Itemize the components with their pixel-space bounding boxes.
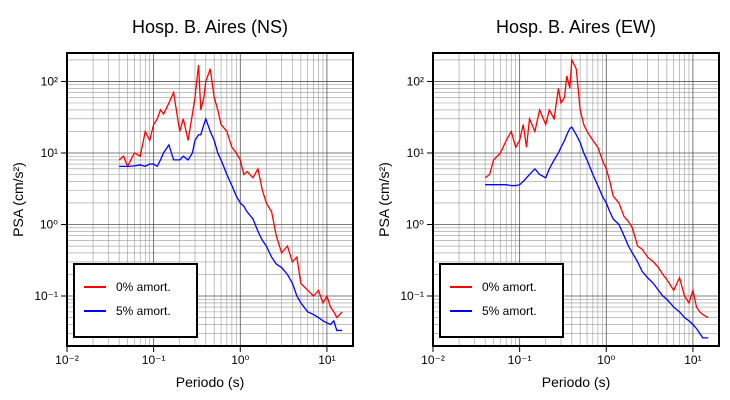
y-axis-label: PSA (cm/s²) [376, 162, 392, 237]
chart-panel: Hosp. B. Aires (NS) 10⁻² 10⁻¹ 10⁰ 10¹ 10⁻¹ 10⁰… [10, 17, 354, 390]
plot-frame [432, 52, 720, 347]
chart-title: Hosp. B. Aires (NS) [132, 17, 288, 37]
y-tick-label: 10⁰ [406, 217, 424, 231]
legend-box [73, 263, 198, 338]
y-axis-label: PSA (cm/s²) [10, 162, 26, 237]
y-tick-label: 10¹ [41, 146, 58, 160]
y-tick-label: 10² [407, 74, 424, 88]
x-tick-label: 10⁻¹ [142, 353, 166, 367]
legend-label: 5% amort. [482, 304, 537, 318]
legend-label: 5% amort. [116, 304, 171, 318]
x-axis-label: Periodo (s) [542, 374, 610, 390]
y-tick-label: 10⁻¹ [34, 289, 58, 303]
y-tick-label: 10⁻¹ [400, 289, 424, 303]
x-tick-label: 10⁻¹ [508, 353, 532, 367]
x-tick-label: 10¹ [318, 353, 335, 367]
chart-panel: Hosp. B. Aires (EW) 10⁻² 10⁻¹ 10⁰ 10¹ 10⁻¹ 10⁰… [376, 17, 720, 390]
x-tick-label: 10⁻² [421, 353, 445, 367]
legend-box [439, 263, 564, 338]
data-line [118, 64, 343, 319]
data-line [119, 116, 343, 332]
x-tick-label: 10⁰ [231, 353, 249, 367]
x-tick-label: 10⁰ [597, 353, 615, 367]
x-tick-label: 10¹ [684, 353, 701, 367]
x-tick-label: 10⁻² [55, 353, 79, 367]
data-line [484, 57, 709, 319]
y-tick-label: 10² [41, 74, 58, 88]
y-tick-label: 10¹ [407, 146, 424, 160]
plot-frame [66, 52, 354, 347]
y-tick-label: 10⁰ [40, 217, 58, 231]
legend-label: 0% amort. [116, 280, 171, 294]
legend-label: 0% amort. [482, 280, 537, 294]
data-line [485, 126, 709, 339]
chart-title: Hosp. B. Aires (EW) [496, 17, 656, 37]
x-axis-label: Periodo (s) [176, 374, 244, 390]
